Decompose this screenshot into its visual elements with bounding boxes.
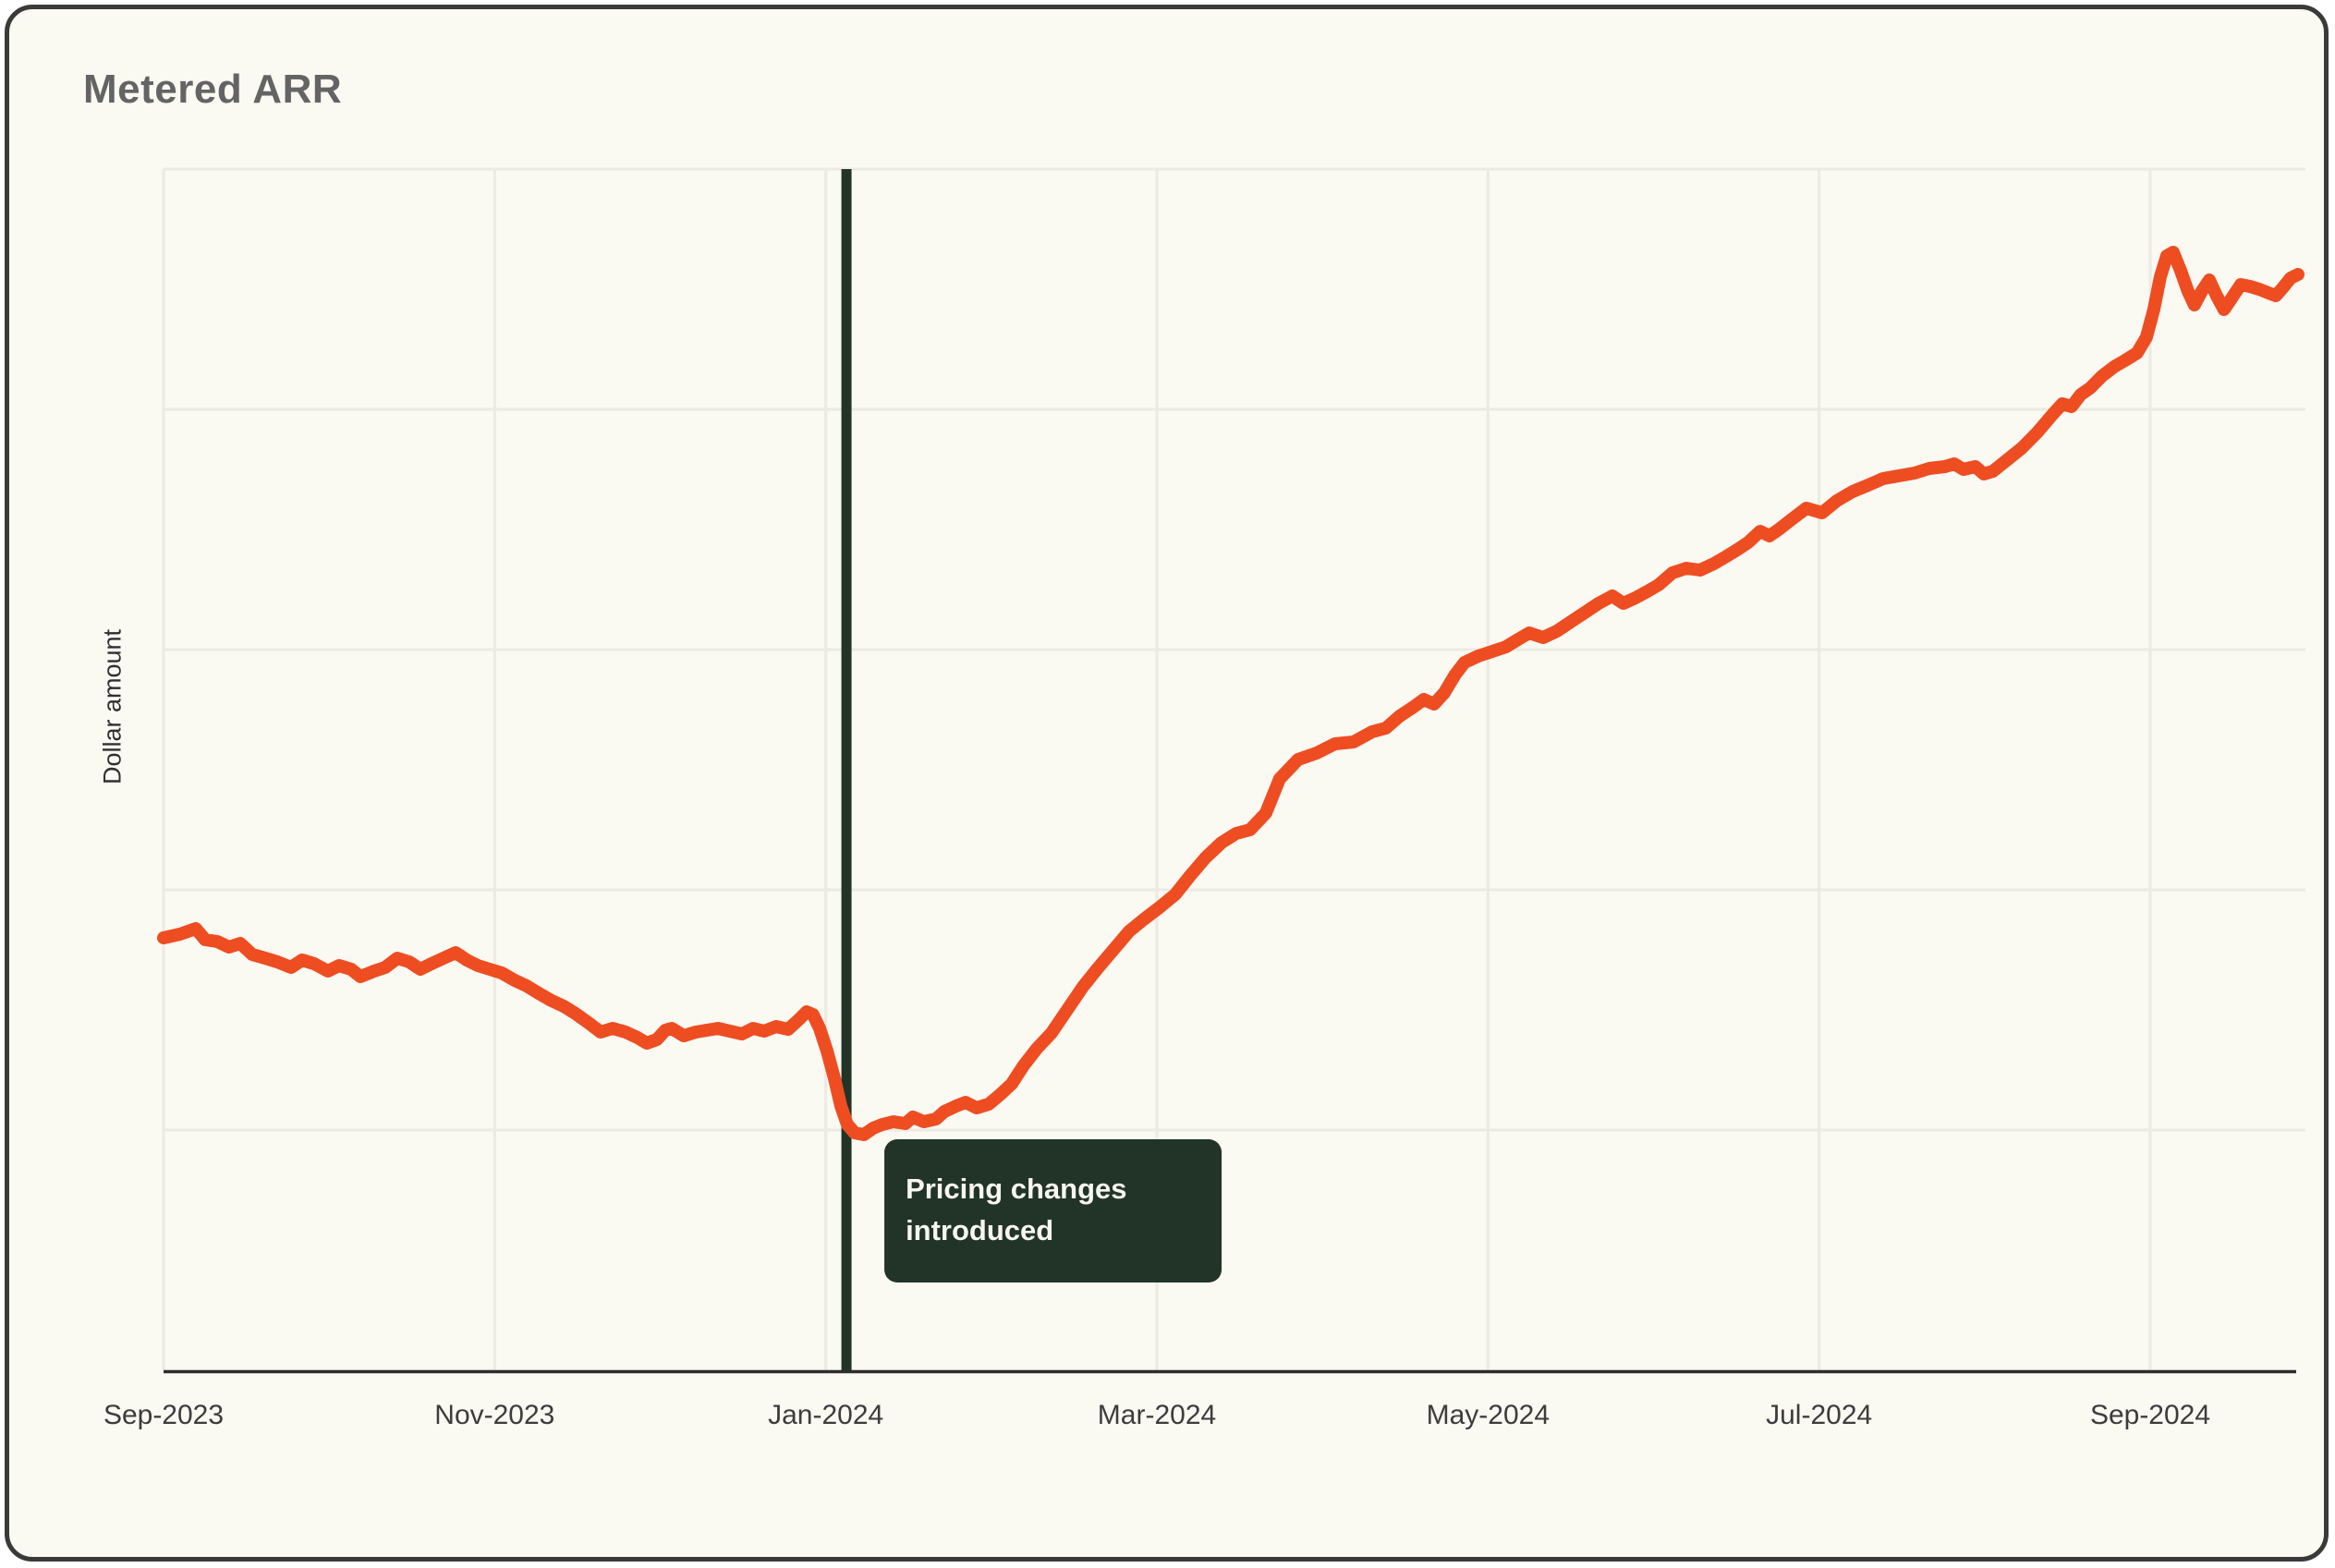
- pricing-change-annotation-box: [884, 1139, 1222, 1282]
- pricing-change-annotation-text: Pricing changes: [906, 1173, 1126, 1205]
- x-tick-label: May-2024: [1427, 1400, 1550, 1430]
- x-tick-label: Jan-2024: [768, 1400, 883, 1430]
- metered-arr-card: Metered ARR Dollar amount Sep-2023 Nov-20…: [5, 5, 2329, 1562]
- x-tick-label: Sep-2023: [103, 1400, 224, 1430]
- x-tick-label: Jul-2024: [1766, 1400, 1872, 1430]
- x-tick-label: Nov-2023: [434, 1400, 554, 1430]
- arr-series-line: [157, 246, 2305, 1141]
- x-tick-label: Sep-2024: [2090, 1400, 2210, 1430]
- x-tick-label: Mar-2024: [1098, 1400, 1216, 1430]
- pricing-change-annotation-text: introduced: [906, 1214, 1053, 1246]
- chart-title: Metered ARR: [83, 67, 343, 112]
- arr-line-chart: Sep-2023 Nov-2023 Jan-2024 Mar-2024 May-2024…: [103, 167, 2305, 1430]
